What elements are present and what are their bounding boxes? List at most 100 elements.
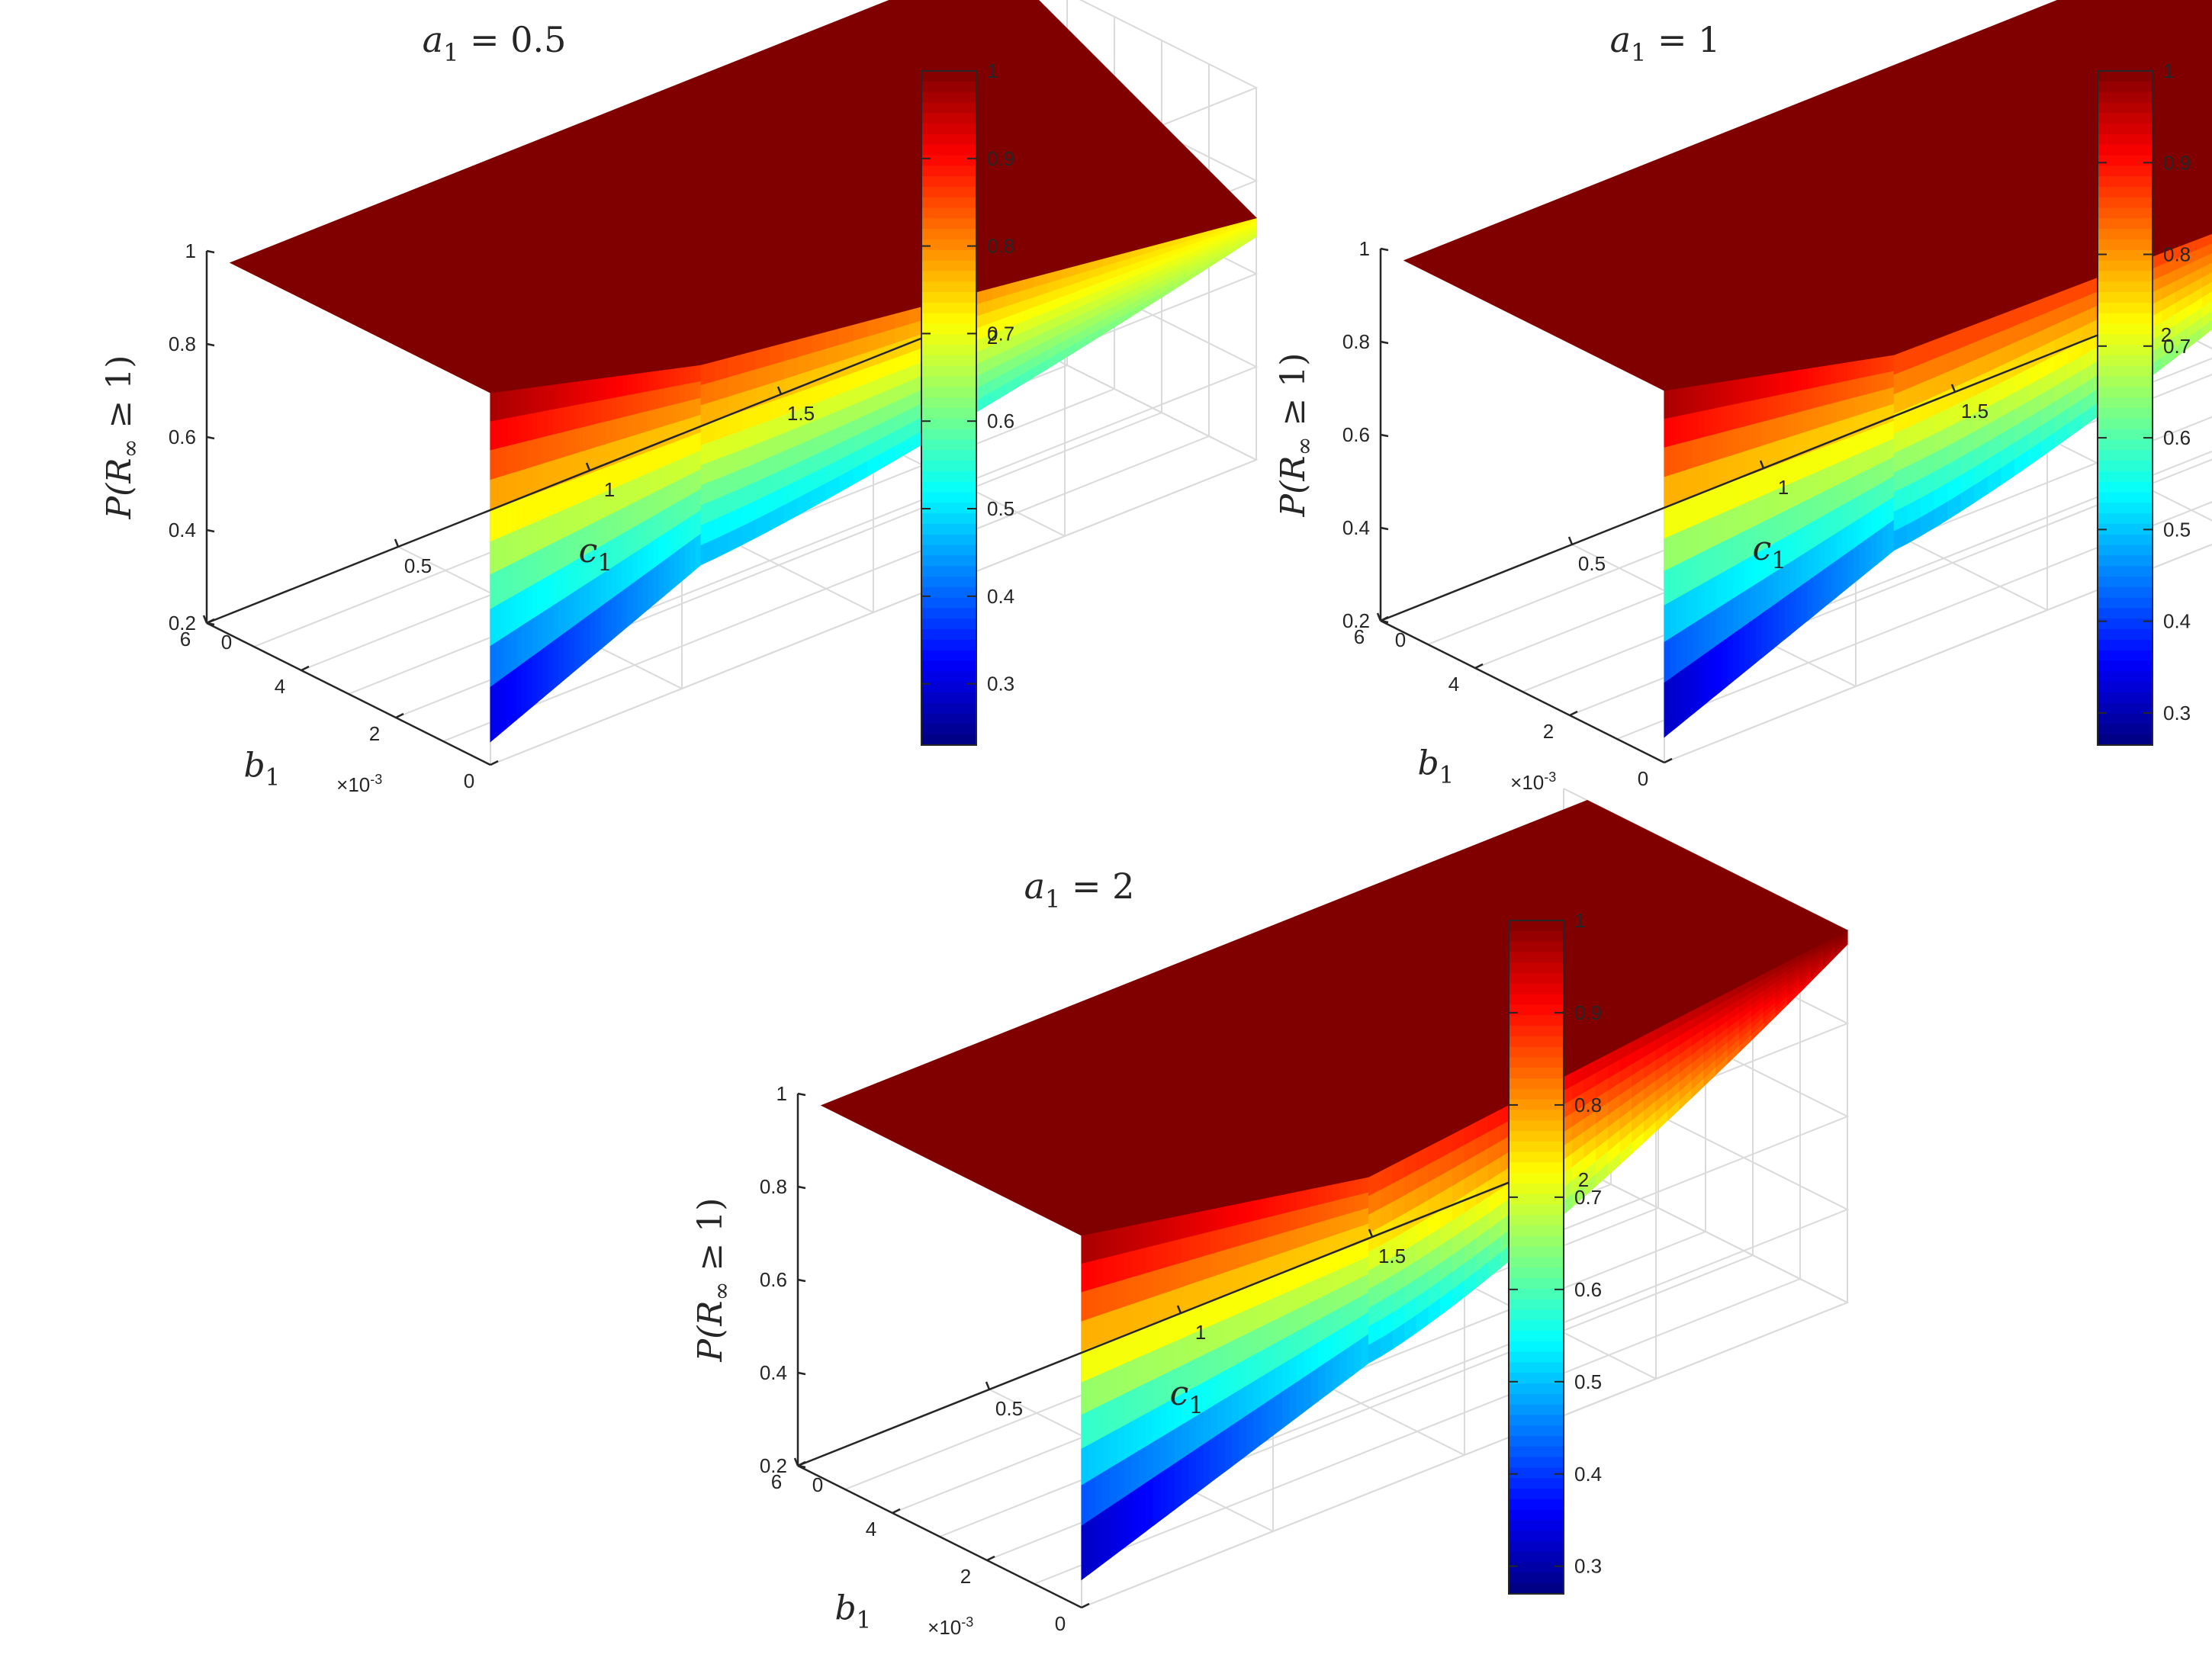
surface-patch bbox=[1830, 363, 1837, 384]
surface-patch bbox=[680, 383, 686, 403]
surface-patch bbox=[622, 481, 628, 509]
surface-patch bbox=[1888, 455, 1895, 480]
colorbar-swatch bbox=[1509, 920, 1564, 932]
surface-patch bbox=[1160, 1400, 1169, 1438]
surface-patch bbox=[495, 535, 502, 573]
z-tick-label: 0.6 bbox=[1342, 423, 1370, 446]
c1-axis-label-sub: 1 bbox=[1188, 1392, 1204, 1419]
c1-tick-label: 1 bbox=[1778, 476, 1789, 499]
surface-patch bbox=[1670, 597, 1677, 639]
surface-patch bbox=[1160, 1431, 1169, 1473]
surface-patch bbox=[1102, 1283, 1111, 1315]
surface-patch bbox=[1188, 1257, 1198, 1285]
c1-tick-label: 1.5 bbox=[787, 402, 815, 425]
surface-patch bbox=[658, 406, 665, 429]
surface-patch bbox=[542, 384, 549, 412]
b1-exponent-base: ×10 bbox=[1510, 771, 1544, 794]
surface-patch bbox=[506, 670, 513, 730]
surface-patch bbox=[1693, 584, 1699, 625]
surface-patch bbox=[548, 513, 555, 546]
surface-patch bbox=[1693, 493, 1699, 526]
colorbar-swatch bbox=[2098, 682, 2153, 693]
surface-patch bbox=[1282, 1192, 1291, 1214]
surface-patch bbox=[490, 448, 497, 480]
surface-patch bbox=[1354, 1258, 1362, 1282]
surface-patch bbox=[495, 446, 502, 479]
colorbar-swatch bbox=[1509, 1489, 1564, 1500]
surface-patch bbox=[511, 499, 517, 533]
surface-patch bbox=[1818, 384, 1826, 407]
surface-patch bbox=[553, 483, 560, 515]
surface-patch bbox=[1289, 1330, 1297, 1360]
surface-patch bbox=[695, 487, 702, 514]
surface-patch bbox=[674, 367, 680, 387]
surface-patch bbox=[1138, 1246, 1147, 1276]
colorbar-swatch bbox=[2098, 323, 2153, 335]
surface-patch bbox=[548, 384, 555, 411]
surface-patch bbox=[500, 474, 507, 507]
colorbar-swatch bbox=[921, 408, 976, 419]
surface-patch bbox=[569, 428, 575, 456]
colorbar-swatch bbox=[1509, 983, 1564, 995]
surface-patch bbox=[658, 369, 665, 390]
b1-axis-label: b1 bbox=[1418, 744, 1455, 789]
surface-patch bbox=[595, 573, 602, 611]
b1-tick-mark bbox=[395, 712, 404, 719]
surface-patch bbox=[684, 416, 691, 438]
surface-patch bbox=[674, 522, 680, 554]
surface-patch bbox=[1802, 579, 1809, 626]
surface-patch bbox=[1802, 368, 1809, 390]
surface-patch bbox=[1167, 1428, 1175, 1469]
surface-patch bbox=[1693, 552, 1699, 589]
surface-patch bbox=[521, 554, 528, 592]
surface-patch bbox=[1332, 1328, 1341, 1358]
colorbar-swatch bbox=[2098, 176, 2153, 188]
colorbar-swatch bbox=[1509, 1078, 1564, 1090]
z-tick-label: 0.8 bbox=[169, 332, 196, 355]
surface-patch bbox=[511, 666, 517, 725]
surface-patch bbox=[1876, 372, 1883, 392]
z-label-r: R bbox=[100, 458, 139, 484]
surface-patch bbox=[1693, 384, 1699, 413]
surface-plateau bbox=[1403, 0, 2212, 391]
surface-patch bbox=[684, 540, 691, 579]
surface-patch bbox=[1773, 512, 1780, 544]
surface-patch bbox=[1796, 583, 1803, 631]
surface-patch bbox=[1310, 1203, 1320, 1225]
surface-patch bbox=[500, 634, 507, 679]
surface-patch bbox=[1761, 575, 1768, 614]
surface-patch bbox=[1260, 1299, 1269, 1328]
surface-patch bbox=[1124, 1420, 1133, 1460]
surface-patch bbox=[1282, 1229, 1291, 1254]
surface-patch bbox=[1738, 558, 1745, 596]
surface-patch bbox=[1196, 1255, 1204, 1283]
surface-patch bbox=[569, 504, 575, 535]
b1-axis-label: b1 bbox=[244, 747, 281, 792]
surface-patch bbox=[542, 461, 549, 491]
colorbar-swatch bbox=[2098, 450, 2153, 461]
c1-tick-mark bbox=[1176, 1305, 1182, 1314]
surface-patch bbox=[1721, 404, 1728, 433]
z-tick-label: 0.4 bbox=[1342, 516, 1370, 539]
surface-patch bbox=[1088, 1315, 1097, 1349]
surface-patch bbox=[526, 438, 533, 469]
surface-patch bbox=[1847, 360, 1854, 381]
surface-patch bbox=[637, 546, 644, 580]
colorbar-swatch bbox=[2098, 734, 2153, 746]
surface-patch bbox=[1153, 1219, 1161, 1246]
c1-tick-mark bbox=[985, 1381, 991, 1390]
surface-patch bbox=[1698, 410, 1706, 439]
surface-patch bbox=[1738, 529, 1745, 564]
title-value: = 1 bbox=[1646, 19, 1720, 60]
c1-tick-label: 1 bbox=[604, 478, 615, 501]
surface-patch bbox=[1870, 373, 1878, 394]
colorbar-swatch bbox=[1509, 1046, 1564, 1058]
surface-patch bbox=[1779, 371, 1786, 395]
surface-patch bbox=[1681, 626, 1688, 671]
surface-patch bbox=[1790, 529, 1797, 563]
colorbar-tick-label: 0.3 bbox=[1574, 1555, 1602, 1578]
surface-patch bbox=[1686, 587, 1694, 628]
surface-patch bbox=[1876, 406, 1883, 428]
colorbar-swatch bbox=[1509, 1036, 1564, 1048]
